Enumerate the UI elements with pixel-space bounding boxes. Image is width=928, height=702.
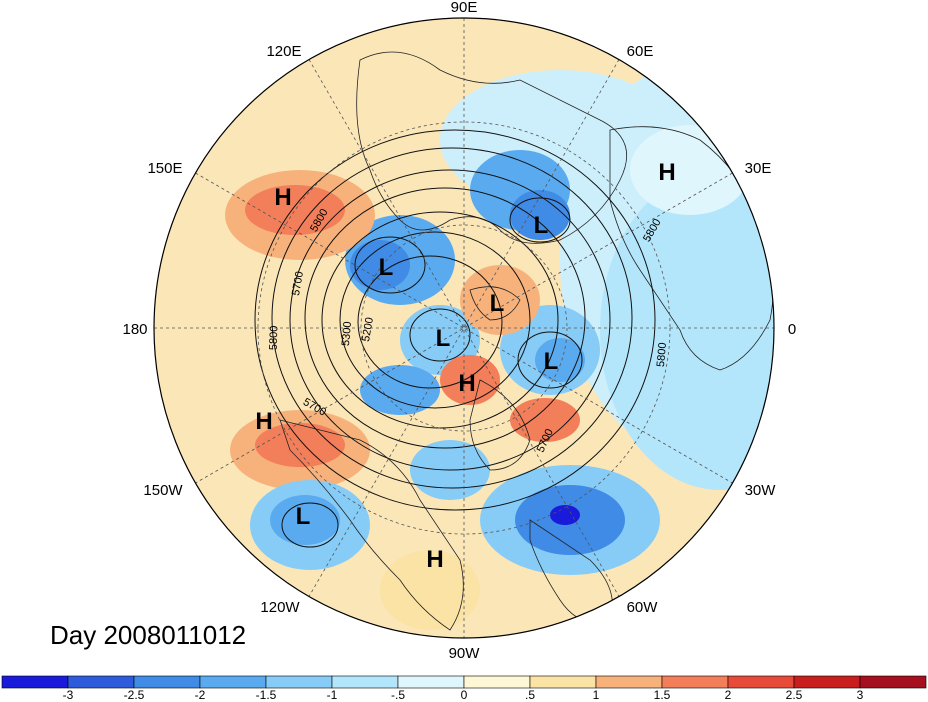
colorbar-tick-label: -1.5 bbox=[256, 688, 277, 702]
anomaly-shading bbox=[154, 18, 774, 638]
colorbar-tick-label: 2.5 bbox=[786, 688, 803, 702]
day-label: Day 2008011012 bbox=[50, 620, 247, 650]
lon-label-0: 0 bbox=[788, 321, 796, 338]
colorbar-tick-label: 1.5 bbox=[654, 688, 671, 702]
colorbar-tick-label: 0 bbox=[461, 688, 468, 702]
lon-label-90e: 90E bbox=[451, 0, 478, 16]
colorbar-tick-label: 3 bbox=[857, 688, 864, 702]
lon-label-30e: 30E bbox=[745, 160, 772, 177]
contour-label: 5700 bbox=[290, 270, 306, 296]
colorbar-swatch bbox=[133, 675, 201, 689]
contour-label: 5800 bbox=[655, 342, 669, 367]
colorbar-tick-label: -.5 bbox=[391, 688, 405, 702]
graticule bbox=[154, 18, 774, 638]
colorbar-tick-label: -2.5 bbox=[124, 688, 145, 702]
colorbar-tick-label: .5 bbox=[525, 688, 535, 702]
colorbar-swatch bbox=[727, 675, 795, 689]
colorbar-tick-label: -3 bbox=[63, 688, 74, 702]
colorbar-tick-label: -1 bbox=[327, 688, 338, 702]
lon-label-120w: 120W bbox=[260, 599, 300, 616]
colorbar-swatch bbox=[67, 675, 135, 689]
lon-label-120e: 120E bbox=[266, 43, 301, 60]
coastlines bbox=[279, 51, 774, 631]
lon-label-30w: 30W bbox=[745, 482, 777, 499]
colorbar-tick-label: -2 bbox=[195, 688, 206, 702]
colorbar-swatch bbox=[1, 675, 69, 689]
map-boundary bbox=[153, 17, 775, 639]
low-center: L bbox=[490, 290, 505, 317]
low-center: L bbox=[436, 325, 451, 352]
lon-label-60e: 60E bbox=[627, 43, 654, 60]
high-center: H bbox=[255, 408, 272, 435]
lon-label-150w: 150W bbox=[143, 482, 183, 499]
contour-label: 5300 bbox=[340, 321, 354, 346]
colorbar-swatch bbox=[265, 675, 333, 689]
lon-label-180: 180 bbox=[122, 321, 147, 338]
colorbar-swatch bbox=[529, 675, 597, 689]
low-center: L bbox=[379, 254, 394, 281]
colorbar-swatch bbox=[199, 675, 267, 689]
colorbar-tick-label: 2 bbox=[725, 688, 732, 702]
colorbar-swatch bbox=[793, 675, 861, 689]
high-center: H bbox=[274, 184, 291, 211]
low-center: L bbox=[544, 348, 559, 375]
high-center: H bbox=[658, 159, 675, 186]
colorbar-swatch bbox=[397, 675, 465, 689]
colorbar: -3 -2.5 -2 -1.5 -1 -.5 0 .5 1 1.5 2 2.5 3 bbox=[1, 675, 927, 702]
contour-label: 5800 bbox=[268, 325, 281, 350]
lon-label-90w: 90W bbox=[449, 645, 481, 662]
colorbar-swatch bbox=[859, 675, 927, 689]
colorbar-tick-label: 1 bbox=[593, 688, 600, 702]
colorbar-swatch bbox=[595, 675, 663, 689]
low-center: L bbox=[296, 503, 311, 530]
low-center: L bbox=[534, 212, 549, 239]
colorbar-swatch bbox=[463, 675, 531, 689]
contour-label: 5200 bbox=[360, 316, 376, 342]
lon-label-60w: 60W bbox=[627, 599, 659, 616]
height-contours bbox=[254, 129, 656, 548]
high-center: H bbox=[458, 370, 475, 397]
lon-label-150e: 150E bbox=[147, 160, 182, 177]
high-center: H bbox=[426, 546, 443, 573]
colorbar-swatch bbox=[661, 675, 729, 689]
colorbar-swatch bbox=[331, 675, 399, 689]
